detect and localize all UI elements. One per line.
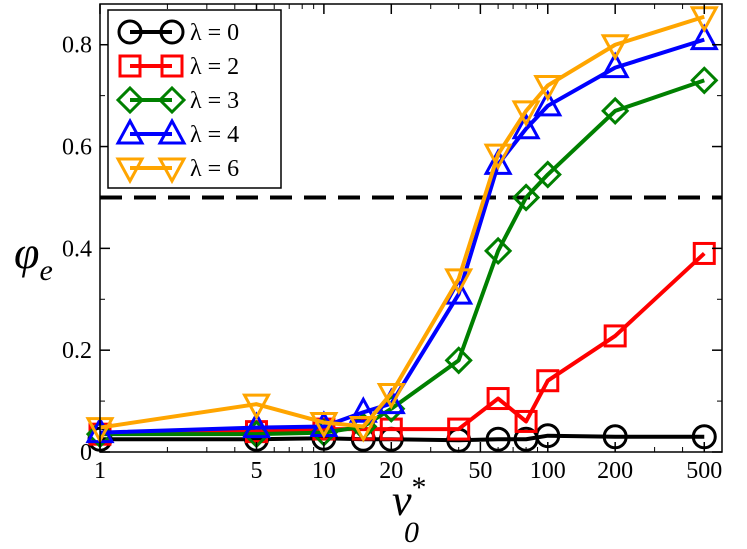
data-point: [309, 411, 339, 439]
data-point: [159, 19, 185, 45]
legend-label: λ = 2: [190, 54, 239, 80]
data-point: [157, 157, 187, 185]
data-point: [115, 157, 145, 185]
series-4: [85, 6, 719, 444]
legend: λ = 0 λ = 2 λ = 3 λ = 4 λ = 6: [107, 9, 282, 189]
data-point: [118, 54, 142, 78]
y-tick-label: 0: [80, 440, 92, 466]
x-tick-label: 1: [94, 458, 106, 484]
data-point: [117, 19, 143, 45]
data-point: [348, 416, 378, 443]
data-point: [483, 143, 513, 171]
x-axis-title-main: v: [392, 476, 412, 525]
data-point: [600, 34, 630, 61]
legend-entry: λ = 3: [115, 85, 239, 115]
y-tick-label: 0.4: [62, 236, 92, 262]
x-tick-label: 500: [686, 458, 722, 484]
data-point: [690, 66, 719, 95]
legend-entry: λ = 4: [115, 117, 239, 148]
data-point: [533, 160, 562, 189]
y-tick-label: 0.6: [62, 135, 92, 161]
data-point: [603, 324, 627, 348]
data-point: [689, 23, 719, 51]
data-point: [115, 117, 145, 145]
x-tick-label: 200: [597, 458, 633, 484]
data-point: [536, 369, 560, 393]
data-point: [157, 85, 187, 115]
y-axis-title-sub: e: [39, 254, 52, 287]
data-point: [514, 409, 538, 433]
x-tick-label: 10: [312, 458, 336, 484]
series-line: [99, 251, 706, 437]
x-axis-title-sub: 0: [404, 516, 419, 549]
series-line: [99, 14, 705, 430]
data-point: [511, 183, 541, 212]
legend-label: λ = 4: [190, 122, 239, 148]
data-point: [376, 382, 406, 410]
data-point: [241, 393, 272, 421]
x-tick-label: 20: [379, 458, 403, 484]
y-axis-title: φe: [14, 227, 53, 287]
x-axis-title-sup: *: [412, 471, 427, 504]
data-point: [600, 51, 630, 79]
x-tick-label: 50: [468, 458, 492, 484]
data-point: [483, 236, 513, 266]
legend-label: λ = 3: [190, 88, 239, 114]
data-point: [348, 396, 378, 423]
data-point: [444, 346, 473, 375]
legend-label: λ = 0: [190, 20, 239, 46]
y-tick-label: 0.2: [62, 338, 92, 364]
x-axis-title: v*: [392, 471, 427, 525]
data-point: [115, 85, 145, 115]
y-axis-title-main: φ: [14, 227, 39, 278]
data-point: [486, 387, 510, 411]
y-tick-label: 0.8: [62, 33, 92, 59]
data-point: [241, 411, 272, 439]
data-point: [692, 241, 716, 265]
legend-label: λ = 6: [190, 156, 239, 182]
legend-entry: λ = 6: [115, 156, 239, 185]
data-point: [483, 148, 513, 175]
legend-entry: λ = 0: [117, 19, 239, 46]
axis-titles: φe v* 0: [14, 227, 427, 549]
plot-frame: [99, 3, 723, 453]
data-point: [157, 117, 187, 145]
ticks-layer: 1 5 10 20 50 100 200 500 0 0.2 0.4 0.6 0.8: [62, 4, 722, 484]
data-point: [601, 96, 630, 126]
data-point: [447, 417, 471, 441]
data-point: [160, 54, 184, 78]
data-point: [511, 112, 541, 140]
x-tick-label: 5: [250, 458, 262, 484]
data-point: [533, 89, 563, 117]
series-line: [100, 78, 705, 437]
data-point: [444, 268, 474, 296]
data-point: [511, 100, 541, 128]
legend-entry: λ = 2: [118, 54, 239, 80]
x-tick-label: 100: [530, 458, 566, 484]
data-point: [533, 74, 563, 102]
